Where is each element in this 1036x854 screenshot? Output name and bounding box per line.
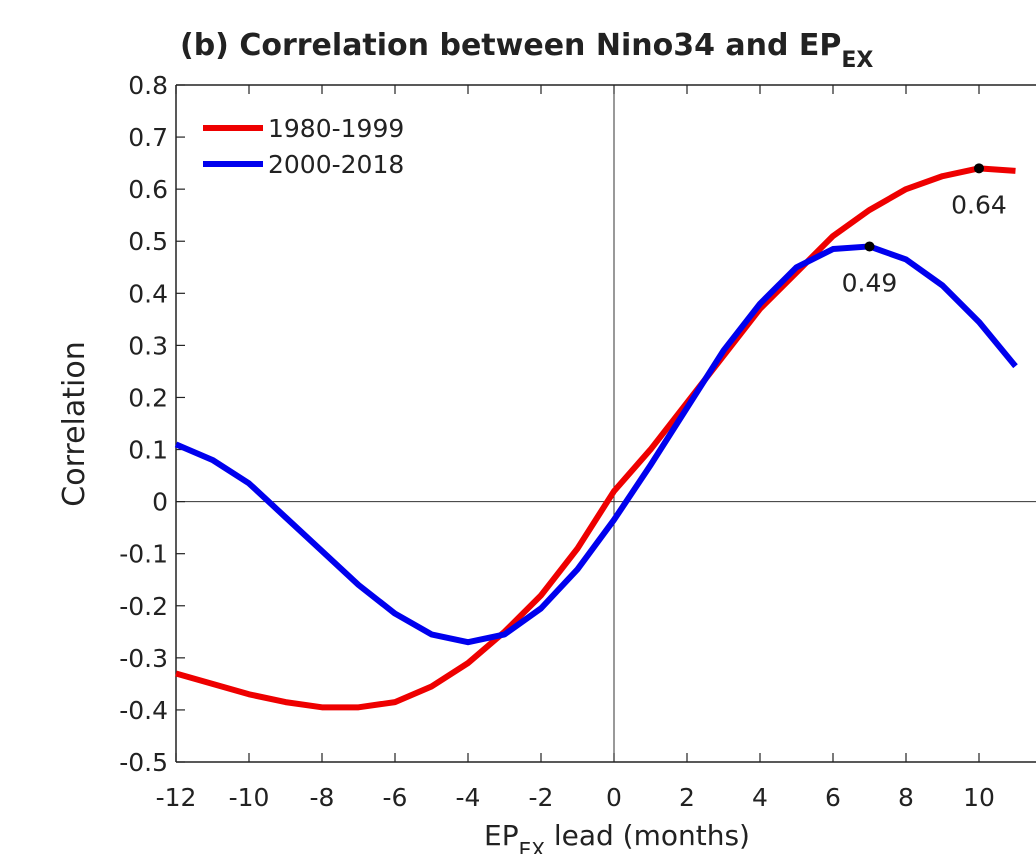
y-tick-label: -0.4 xyxy=(119,696,168,725)
annotation-label: 0.64 xyxy=(951,190,1007,219)
title-main: (b) Correlation between Nino34 and EP xyxy=(180,28,841,63)
legend-label: 2000-2018 xyxy=(268,150,404,179)
x-tick-label: -4 xyxy=(456,783,481,812)
y-tick-label: 0.8 xyxy=(128,71,168,100)
x-tick-label: 0 xyxy=(606,783,622,812)
x-tick-label: -8 xyxy=(310,783,335,812)
chart-title: (b) Correlation between Nino34 and EPEX xyxy=(180,28,873,73)
x-tick-label: 10 xyxy=(963,783,995,812)
y-tick-label: -0.2 xyxy=(119,592,168,621)
y-tick-label: 0 xyxy=(152,488,168,517)
x-tick-label: 8 xyxy=(898,783,914,812)
y-tick-label: 0.3 xyxy=(128,331,168,360)
y-tick-label: -0.3 xyxy=(119,644,168,673)
y-tick-label: -0.5 xyxy=(119,748,168,777)
series-line xyxy=(175,165,1016,711)
y-tick-label: 0.2 xyxy=(128,383,168,412)
y-axis-label: Correlation xyxy=(57,341,92,506)
x-tick-label: -10 xyxy=(229,783,270,812)
x-tick-label: -2 xyxy=(529,783,554,812)
y-tick-label: 0.6 xyxy=(128,175,168,204)
x-tick-label: -6 xyxy=(383,783,408,812)
y-tick-label: -0.1 xyxy=(119,540,168,569)
y-tick-label: 0.4 xyxy=(128,279,168,308)
annotation-label: 0.49 xyxy=(842,268,898,297)
title-subscript: EX xyxy=(841,48,873,73)
x-label-main: EP xyxy=(484,819,519,852)
legend-label: 1980-1999 xyxy=(268,114,404,143)
y-tick-label: 0.1 xyxy=(128,436,168,465)
y-tick-label: 0.7 xyxy=(128,123,168,152)
x-axis-label: EPEX lead (months) xyxy=(484,819,750,854)
series-line xyxy=(174,243,1018,646)
x-tick-label: -12 xyxy=(156,783,197,812)
annotation-point xyxy=(974,163,984,174)
x-tick-label: 2 xyxy=(679,783,695,812)
annotation-point xyxy=(864,241,875,252)
x-label-subscript: EX xyxy=(519,838,546,854)
x-tick-label: 6 xyxy=(825,783,841,812)
y-tick-label: 0.5 xyxy=(128,227,168,256)
x-tick-label: 4 xyxy=(752,783,768,812)
x-label-rest: lead (months) xyxy=(545,819,750,852)
